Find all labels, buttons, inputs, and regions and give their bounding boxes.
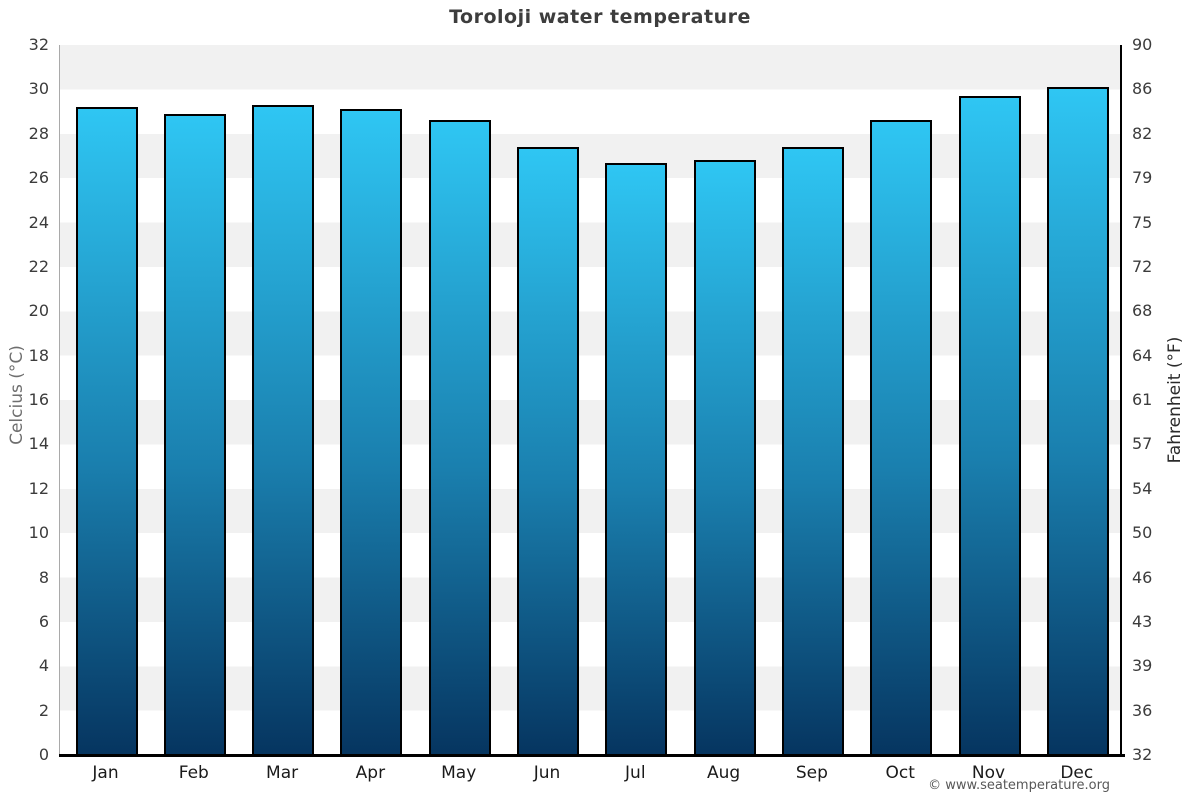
copyright-text: © www.seatemperature.org [928,778,1110,793]
y-tick-fahrenheit-79: 79 [1132,168,1153,188]
y-axis-right-title: Fahrenheit (°F) [1165,336,1185,464]
y-tick-celsius-20: 20 [28,301,49,321]
x-tick-aug: Aug [706,763,741,783]
y-tick-fahrenheit-61: 61 [1132,390,1153,409]
x-tick-jun: Jun [533,763,561,783]
y-tick-celsius-4: 4 [38,656,49,676]
bar-feb [163,113,226,755]
x-tick-oct: Oct [885,763,915,783]
y-tick-celsius-14: 14 [28,434,49,454]
y-tick-fahrenheit-68: 68 [1132,301,1153,321]
y-tick-celsius-28: 28 [28,123,49,143]
y-tick-celsius-22: 22 [28,256,49,276]
y-tick-celsius-0: 0 [38,745,49,764]
y-tick-celsius-8: 8 [38,567,49,587]
y-tick-fahrenheit-43: 43 [1132,611,1153,631]
bar-jun [517,147,579,755]
x-tick-mar: Mar [266,763,299,783]
y-tick-celsius-26: 26 [28,168,49,188]
x-tick-dec: Dec [1060,763,1094,783]
y-axis-left-title: Celcius (°C) [7,345,27,445]
y-tick-fahrenheit-54: 54 [1132,478,1153,498]
y-tick-fahrenheit-64: 64 [1132,345,1153,365]
bar-nov [958,96,1021,755]
x-tick-jan: Jan [92,763,119,783]
bar-mar [252,104,315,755]
y-tick-celsius-6: 6 [38,611,49,631]
bar-sep [781,147,844,755]
y-tick-celsius-30: 30 [28,79,49,99]
y-tick-fahrenheit-72: 72 [1132,256,1153,276]
y-tick-fahrenheit-90: 90 [1132,35,1153,54]
bar-oct [870,120,933,755]
x-tick-nov: Nov [971,763,1006,783]
x-tick-jul: Jul [625,763,646,783]
y-tick-fahrenheit-50: 50 [1132,523,1153,543]
y-tick-celsius-12: 12 [28,478,49,498]
x-tick-may: May [441,763,477,783]
y-tick-fahrenheit-39: 39 [1132,656,1153,676]
y-tick-fahrenheit-32: 32 [1132,745,1153,764]
y-tick-celsius-2: 2 [38,700,49,720]
bar-apr [340,109,403,755]
y-tick-celsius-24: 24 [28,212,49,232]
y-tick-fahrenheit-75: 75 [1132,212,1153,232]
bar-dec [1046,87,1109,755]
chart-title: Toroloji water temperature [449,6,751,28]
y-tick-celsius-16: 16 [28,390,49,409]
y-tick-fahrenheit-82: 82 [1132,123,1153,143]
bar-aug [693,160,756,755]
x-tick-apr: Apr [355,763,386,783]
x-tick-sep: Sep [795,763,828,783]
y-tick-fahrenheit-86: 86 [1132,79,1153,99]
plot-area [59,45,1122,755]
bar-jul [605,162,668,755]
y-tick-fahrenheit-36: 36 [1132,700,1153,720]
x-axis-baseline [59,754,1125,757]
y-tick-fahrenheit-46: 46 [1132,567,1153,587]
y-tick-celsius-32: 32 [28,35,49,54]
bar-may [428,120,491,755]
y-tick-fahrenheit-57: 57 [1132,434,1153,454]
y-tick-celsius-18: 18 [28,345,49,365]
y-tick-celsius-10: 10 [28,523,49,543]
x-tick-feb: Feb [178,763,209,783]
bar-jan [75,107,138,755]
